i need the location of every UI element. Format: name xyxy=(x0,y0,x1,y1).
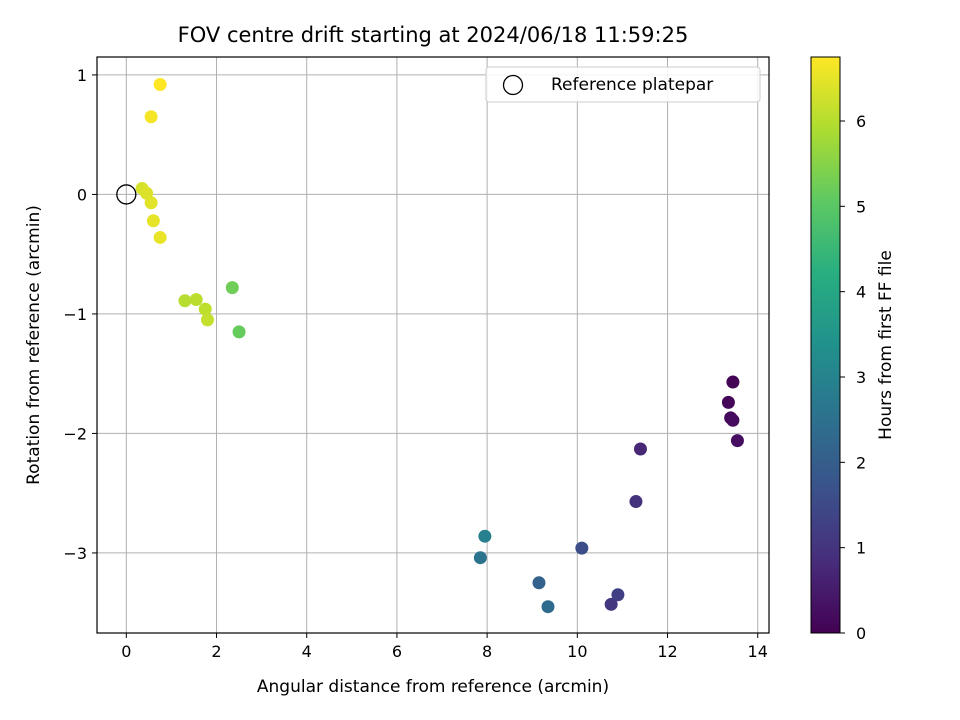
data-point xyxy=(473,551,487,565)
data-point xyxy=(144,110,158,124)
data-point xyxy=(541,600,555,614)
data-point xyxy=(198,302,212,316)
colorbar-frame xyxy=(810,56,841,634)
legend-box xyxy=(485,66,761,103)
x-tick-label: 8 xyxy=(482,642,492,661)
colorbar-gradient xyxy=(811,57,840,633)
data-point xyxy=(144,196,158,210)
data-point xyxy=(611,588,625,602)
data-point xyxy=(478,529,492,543)
data-point xyxy=(189,293,203,307)
data-point xyxy=(629,495,643,509)
data-point xyxy=(721,395,735,409)
reference-point xyxy=(116,184,137,205)
x-tick-label: 4 xyxy=(302,642,312,661)
data-point xyxy=(730,434,744,448)
x-tick-label: 6 xyxy=(392,642,402,661)
x-tick-label: 10 xyxy=(567,642,587,661)
data-point xyxy=(200,313,214,327)
reference-marker xyxy=(116,184,137,205)
y-axis-ticks: −3 −2 −1 0 1 xyxy=(63,66,97,563)
data-point xyxy=(726,375,740,389)
y-axis-label: Rotation from reference (arcmin) xyxy=(24,205,44,485)
y-tick-label: 1 xyxy=(77,66,87,85)
data-point xyxy=(225,281,239,295)
data-point xyxy=(153,230,167,244)
y-tick-label: 0 xyxy=(77,185,87,204)
legend: Reference platepar xyxy=(485,66,761,103)
x-tick-label: 0 xyxy=(121,642,131,661)
y-tick-label: −2 xyxy=(63,424,87,443)
chart-title: FOV centre drift starting at 2024/06/18 … xyxy=(178,23,689,47)
data-point xyxy=(726,413,740,427)
data-point xyxy=(575,541,589,555)
x-axis-label: Angular distance from reference (arcmin) xyxy=(257,677,609,697)
colorbar: 0 1 2 3 4 5 6 Hours from first FF file xyxy=(810,56,896,643)
colorbar-tick-label: 4 xyxy=(856,283,866,302)
legend-entry-reference: Reference platepar xyxy=(551,75,713,95)
x-tick-label: 12 xyxy=(657,642,677,661)
colorbar-tick-label: 0 xyxy=(856,624,866,643)
colorbar-tick-label: 1 xyxy=(856,539,866,558)
y-tick-label: −3 xyxy=(63,544,87,563)
x-tick-label: 14 xyxy=(748,642,768,661)
legend-marker-icon xyxy=(502,74,524,96)
data-point xyxy=(633,442,647,456)
colorbar-tick-label: 6 xyxy=(856,112,866,131)
colorbar-tick-label: 3 xyxy=(856,368,866,387)
data-point xyxy=(604,597,618,611)
x-axis-ticks: 0 2 4 6 8 10 12 14 xyxy=(121,633,768,661)
grid-lines xyxy=(97,57,769,633)
data-point xyxy=(153,77,167,91)
data-points xyxy=(135,77,744,614)
colorbar-tick-label: 5 xyxy=(856,197,866,216)
y-tick-label: −1 xyxy=(63,305,87,324)
data-point xyxy=(532,576,546,590)
colorbar-ticks: 0 1 2 3 4 5 6 xyxy=(840,112,866,643)
data-point xyxy=(178,294,192,308)
data-point xyxy=(232,325,246,339)
colorbar-tick-label: 2 xyxy=(856,453,866,472)
data-point xyxy=(146,214,160,228)
colorbar-label: Hours from first FF file xyxy=(876,250,896,440)
plot-frame xyxy=(96,56,770,634)
x-tick-label: 2 xyxy=(211,642,221,661)
